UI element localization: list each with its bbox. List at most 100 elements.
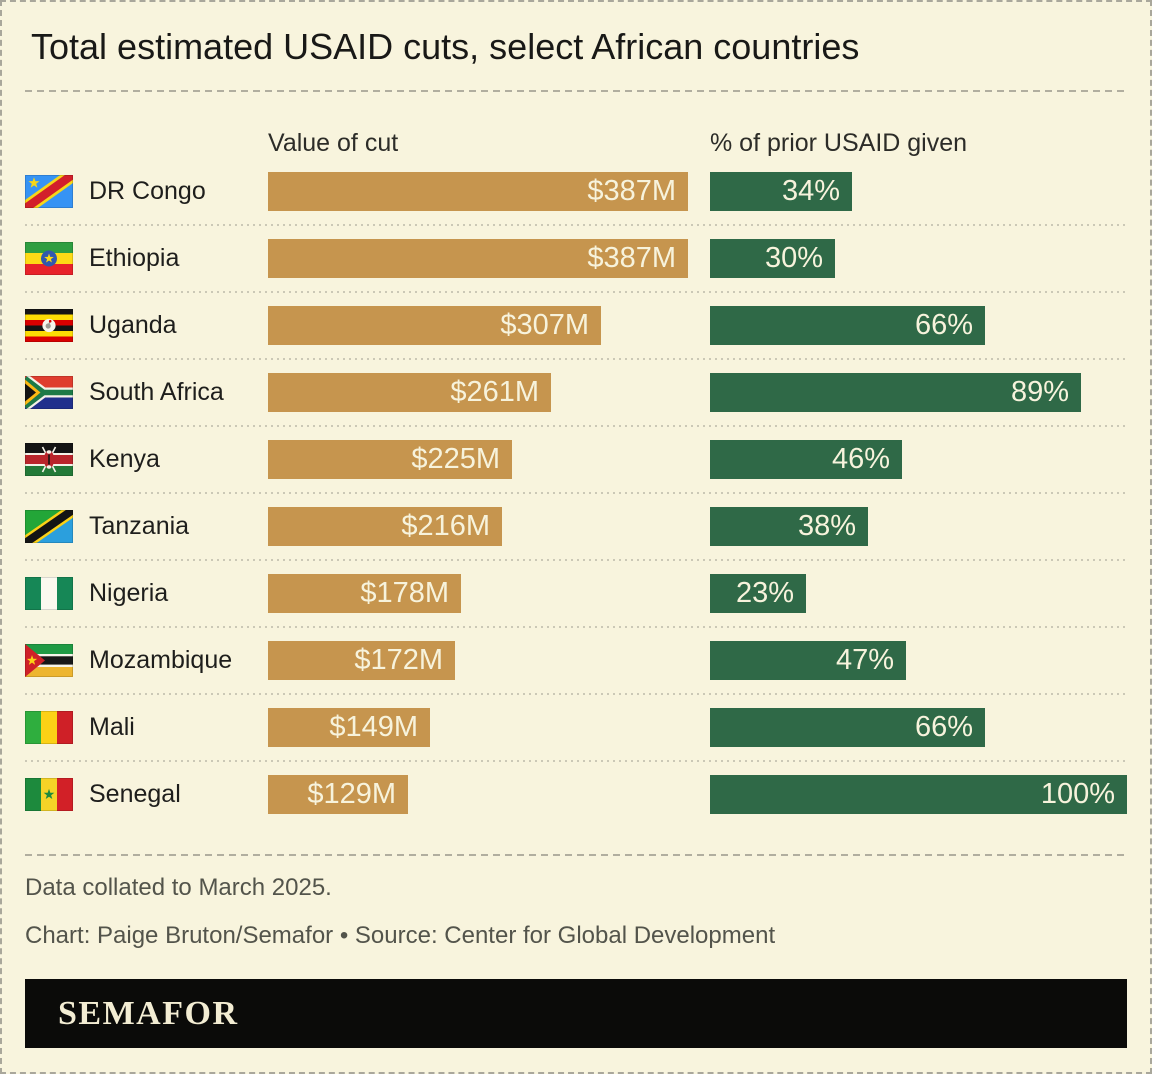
- value-bar-zone: $387M: [268, 172, 688, 211]
- chart-title: Total estimated USAID cuts, select Afric…: [31, 26, 860, 67]
- percent-label: 38%: [797, 510, 856, 542]
- country-cell-mali: Mali: [25, 711, 268, 744]
- value-label: $261M: [450, 376, 539, 408]
- country-label: Senegal: [89, 780, 181, 808]
- country-cell-ethiopia: Ethiopia: [25, 242, 268, 275]
- value-label: $172M: [354, 644, 443, 676]
- column-headers: Value of cut % of prior USAID given: [25, 128, 1127, 158]
- percent-label: 46%: [831, 443, 890, 475]
- value-bar-zone: $216M: [268, 507, 688, 546]
- value-bar-zone: $387M: [268, 239, 688, 278]
- value-label: $129M: [307, 778, 396, 810]
- country-label: Tanzania: [89, 512, 190, 540]
- percent-bar: 89%: [710, 373, 1081, 412]
- country-label: Uganda: [89, 311, 177, 339]
- flag-ethiopia-icon: [25, 242, 73, 275]
- row-nigeria: Nigeria $178M 23%: [25, 560, 1127, 628]
- semafor-logo: SEMAFOR: [58, 994, 239, 1032]
- country-cell-dr-congo: DR Congo: [25, 175, 268, 208]
- country-label: Ethiopia: [89, 244, 180, 272]
- value-bar-zone: $149M: [268, 708, 688, 747]
- percent-bar: 46%: [710, 440, 902, 479]
- country-label: Nigeria: [89, 579, 169, 607]
- value-bar-zone: $307M: [268, 306, 688, 345]
- percent-bar: 47%: [710, 641, 906, 680]
- percent-label: 66%: [914, 711, 973, 743]
- value-bar: $225M: [268, 440, 512, 479]
- row-mozambique: Mozambique $172M 47%: [25, 627, 1127, 695]
- percent-label: 89%: [1010, 376, 1069, 408]
- value-bar: $307M: [268, 306, 601, 345]
- percent-label: 100%: [1040, 778, 1115, 810]
- value-bar-zone: $178M: [268, 574, 688, 613]
- country-cell-senegal: Senegal: [25, 778, 268, 811]
- value-label: $225M: [411, 443, 500, 475]
- country-label: Mozambique: [89, 646, 233, 674]
- value-bar: $216M: [268, 507, 502, 546]
- row-mali: Mali $149M 66%: [25, 694, 1127, 762]
- country-cell-mozambique: Mozambique: [25, 644, 268, 677]
- data-note: Data collated to March 2025.: [25, 874, 332, 901]
- country-cell-nigeria: Nigeria: [25, 577, 268, 610]
- value-label: $307M: [500, 309, 589, 341]
- percent-bar: 38%: [710, 507, 868, 546]
- value-label: $216M: [401, 510, 490, 542]
- row-ethiopia: Ethiopia $387M 30%: [25, 225, 1127, 293]
- value-bar: $149M: [268, 708, 430, 747]
- value-bar: $129M: [268, 775, 408, 814]
- row-tanzania: Tanzania $216M 38%: [25, 493, 1127, 561]
- value-bar-zone: $225M: [268, 440, 688, 479]
- footer-divider: [25, 854, 1127, 856]
- flag-mozambique-icon: [25, 644, 73, 677]
- percent-bar-zone: 30%: [710, 239, 1127, 278]
- value-bar-zone: $172M: [268, 641, 688, 680]
- percent-label: 23%: [735, 577, 794, 609]
- row-uganda: Uganda $307M 66%: [25, 292, 1127, 360]
- flag-dr-congo-icon: [25, 175, 73, 208]
- value-label: $149M: [329, 711, 418, 743]
- percent-bar-zone: 47%: [710, 641, 1127, 680]
- percent-bar-zone: 89%: [710, 373, 1127, 412]
- country-cell-south-africa: South Africa: [25, 376, 268, 409]
- percent-bar: 66%: [710, 306, 985, 345]
- row-senegal: Senegal $129M 100%: [25, 761, 1127, 828]
- percent-bar-zone: 46%: [710, 440, 1127, 479]
- percent-bar-zone: 66%: [710, 708, 1127, 747]
- percent-bar-zone: 100%: [710, 775, 1127, 814]
- country-label: DR Congo: [89, 177, 206, 205]
- row-dr-congo: DR Congo $387M 34%: [25, 158, 1127, 226]
- percent-bar-zone: 38%: [710, 507, 1127, 546]
- percent-bar: 100%: [710, 775, 1127, 814]
- value-label: $387M: [587, 242, 676, 274]
- percent-bar: 66%: [710, 708, 985, 747]
- value-bar: $178M: [268, 574, 461, 613]
- country-label: Kenya: [89, 445, 160, 473]
- percent-bar: 34%: [710, 172, 852, 211]
- percent-label: 34%: [781, 175, 840, 207]
- column-header-percent: % of prior USAID given: [710, 129, 968, 157]
- flag-mali-icon: [25, 711, 73, 744]
- title-divider: [25, 90, 1127, 92]
- country-cell-tanzania: Tanzania: [25, 510, 268, 543]
- percent-label: 30%: [764, 242, 823, 274]
- country-cell-kenya: Kenya: [25, 443, 268, 476]
- percent-bar-zone: 34%: [710, 172, 1127, 211]
- column-header-value: Value of cut: [268, 129, 399, 157]
- percent-bar: 30%: [710, 239, 835, 278]
- value-bar-zone: $261M: [268, 373, 688, 412]
- row-south-africa: South Africa $261M 89%: [25, 359, 1127, 427]
- country-cell-uganda: Uganda: [25, 309, 268, 342]
- value-bar: $387M: [268, 239, 688, 278]
- value-bar: $172M: [268, 641, 455, 680]
- percent-bar-zone: 23%: [710, 574, 1127, 613]
- flag-kenya-icon: [25, 443, 73, 476]
- row-kenya: Kenya $225M 46%: [25, 426, 1127, 494]
- source-note: Chart: Paige Bruton/Semafor • Source: Ce…: [25, 922, 776, 949]
- value-bar: $261M: [268, 373, 551, 412]
- chart-rows: DR Congo $387M 34% Ethiopia $387M 30% Uganda $3…: [25, 158, 1127, 828]
- value-label: $387M: [587, 175, 676, 207]
- percent-bar: 23%: [710, 574, 806, 613]
- country-label: South Africa: [89, 378, 224, 406]
- value-bar: $387M: [268, 172, 688, 211]
